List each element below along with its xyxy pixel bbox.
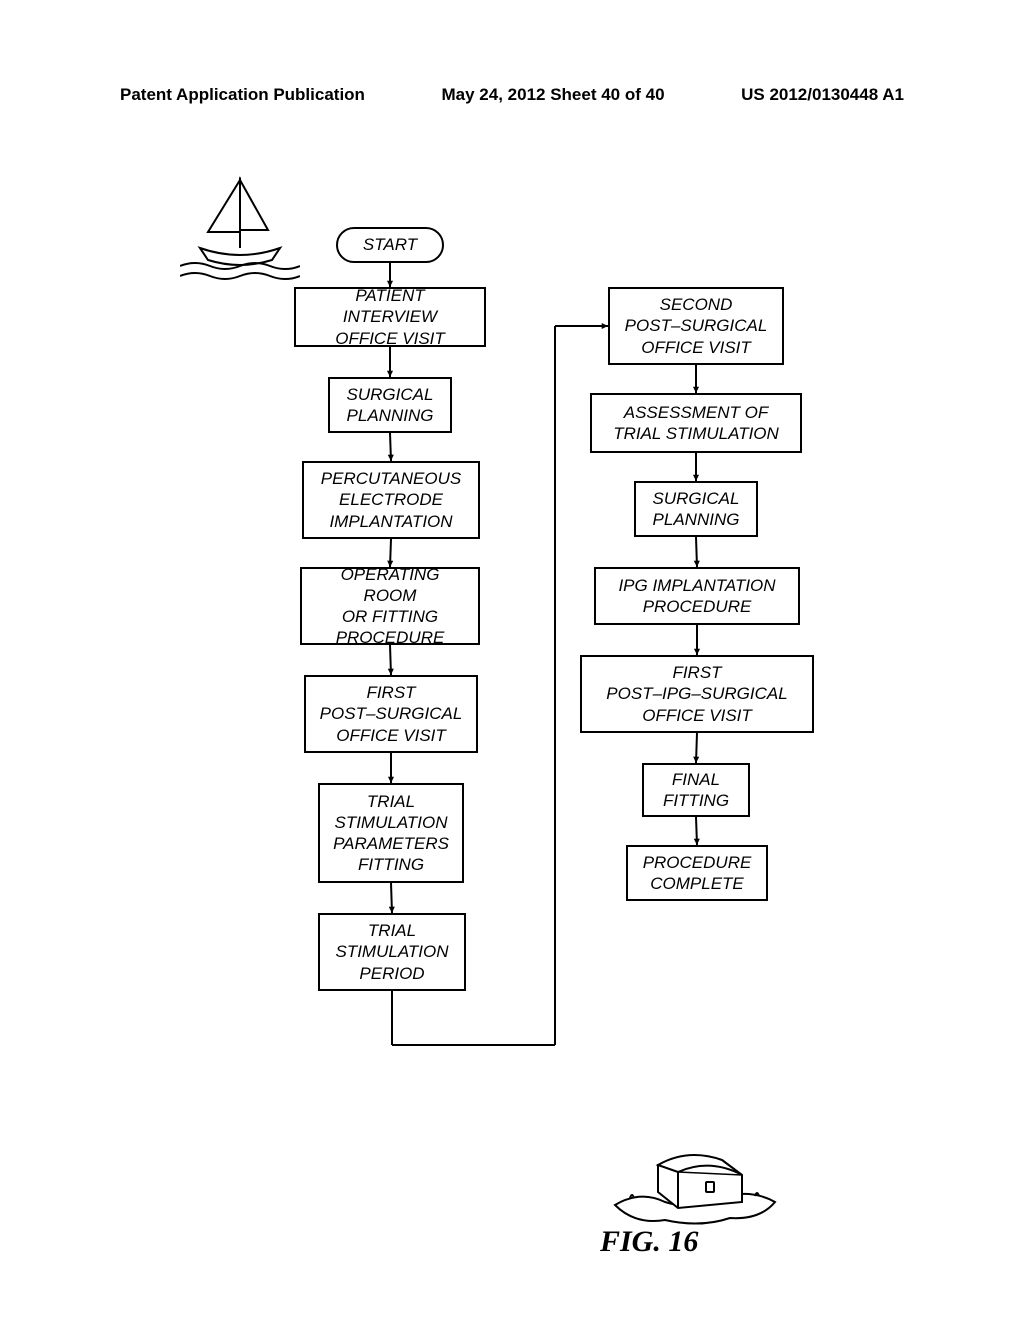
flowchart-node-n4: OPERATING ROOMOR FITTINGPROCEDURE	[300, 567, 480, 645]
node-text: STIMULATION	[335, 941, 448, 962]
node-text: SURGICAL	[347, 384, 434, 405]
node-text: POST–SURGICAL	[320, 703, 463, 724]
flowchart-diagram: STARTPATIENT INTERVIEWOFFICE VISITSURGIC…	[0, 165, 1024, 1265]
node-text: SURGICAL	[653, 488, 740, 509]
node-text: OFFICE VISIT	[336, 725, 446, 746]
node-text: FITTING	[358, 854, 424, 875]
flowchart-node-n13: FINALFITTING	[642, 763, 750, 817]
node-text: OR FITTING	[342, 606, 438, 627]
node-text: PARAMETERS	[333, 833, 449, 854]
node-text: FITTING	[663, 790, 729, 811]
flowchart-node-n14: PROCEDURECOMPLETE	[626, 845, 768, 901]
flowchart-node-n2: SURGICALPLANNING	[328, 377, 452, 433]
node-text: IPG IMPLANTATION	[618, 575, 775, 596]
node-text: TRIAL	[367, 791, 415, 812]
header-left: Patent Application Publication	[120, 85, 365, 105]
node-text: TRIAL STIMULATION	[613, 423, 779, 444]
node-text: START	[363, 234, 417, 255]
node-text: STIMULATION	[334, 812, 447, 833]
header-right: US 2012/0130448 A1	[741, 85, 904, 105]
header-center: May 24, 2012 Sheet 40 of 40	[442, 85, 665, 105]
node-text: IMPLANTATION	[329, 511, 452, 532]
flowchart-node-n1: PATIENT INTERVIEWOFFICE VISIT	[294, 287, 486, 347]
node-text: OFFICE VISIT	[641, 337, 751, 358]
node-text: PROCEDURE	[643, 852, 752, 873]
node-text: ELECTRODE	[339, 489, 443, 510]
sailboat-icon	[180, 170, 300, 290]
figure-label: FIG. 16	[600, 1225, 698, 1259]
flowchart-node-n7: TRIALSTIMULATIONPERIOD	[318, 913, 466, 991]
flowchart-node-n12: FIRSTPOST–IPG–SURGICALOFFICE VISIT	[580, 655, 814, 733]
flowchart-node-n11: IPG IMPLANTATIONPROCEDURE	[594, 567, 800, 625]
connector-lines	[0, 165, 1024, 1265]
node-text: PROCEDURE	[336, 627, 445, 648]
node-text: OFFICE VISIT	[642, 705, 752, 726]
node-text: PATIENT INTERVIEW	[308, 285, 472, 328]
flowchart-node-n3: PERCUTANEOUSELECTRODEIMPLANTATION	[302, 461, 480, 539]
node-text: PERIOD	[359, 963, 424, 984]
flowchart-node-n6: TRIALSTIMULATIONPARAMETERSFITTING	[318, 783, 464, 883]
node-text: COMPLETE	[650, 873, 744, 894]
node-text: OFFICE VISIT	[335, 328, 445, 349]
node-text: ASSESSMENT OF	[624, 402, 769, 423]
node-text: POST–IPG–SURGICAL	[606, 683, 787, 704]
node-text: PROCEDURE	[643, 596, 752, 617]
node-text: FIRST	[672, 662, 721, 683]
node-text: FINAL	[672, 769, 720, 790]
flowchart-node-n8: SECONDPOST–SURGICALOFFICE VISIT	[608, 287, 784, 365]
node-text: PLANNING	[347, 405, 434, 426]
flowchart-node-n5: FIRSTPOST–SURGICALOFFICE VISIT	[304, 675, 478, 753]
node-text: PLANNING	[653, 509, 740, 530]
node-text: POST–SURGICAL	[625, 315, 768, 336]
page-header: Patent Application Publication May 24, 2…	[0, 85, 1024, 105]
node-text: PERCUTANEOUS	[321, 468, 461, 489]
treasure-chest-icon	[610, 1110, 780, 1230]
flowchart-node-n9: ASSESSMENT OFTRIAL STIMULATION	[590, 393, 802, 453]
flowchart-node-n10: SURGICALPLANNING	[634, 481, 758, 537]
flowchart-node-start: START	[336, 227, 444, 263]
node-text: OPERATING ROOM	[314, 564, 466, 607]
node-text: FIRST	[366, 682, 415, 703]
node-text: SECOND	[660, 294, 733, 315]
node-text: TRIAL	[368, 920, 416, 941]
